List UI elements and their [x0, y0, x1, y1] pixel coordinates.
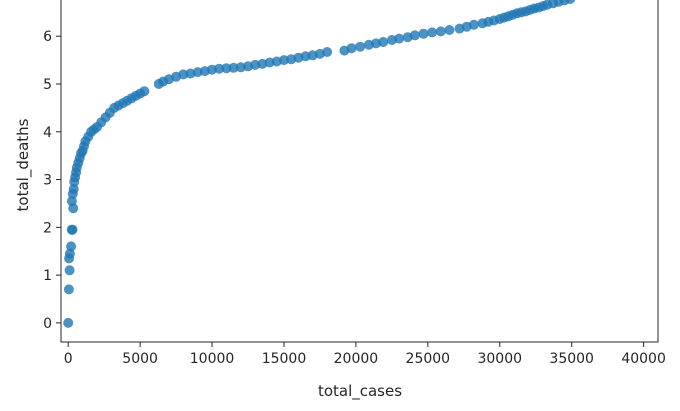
y-tick-label: 4 [43, 125, 52, 141]
data-point [214, 63, 225, 74]
data-point [409, 30, 420, 41]
y-tick-label: 0 [43, 316, 52, 332]
x-tick-label: 30000 [477, 351, 522, 367]
x-axis-label: total_cases [318, 382, 402, 401]
x-tick-label: 20000 [334, 351, 379, 367]
data-point [565, 0, 576, 4]
data-point [322, 47, 333, 57]
y-tick-label: 1 [43, 268, 52, 284]
x-tick-label: 25000 [406, 351, 451, 367]
data-point [66, 241, 77, 252]
data-point [228, 62, 239, 73]
y-tick-label: 5 [43, 77, 52, 93]
plot-frame [60, 0, 659, 343]
data-point [355, 41, 366, 52]
x-tick-label: 0 [64, 351, 73, 367]
x-tick-label: 5000 [122, 351, 158, 367]
scatter-points [63, 0, 576, 328]
data-point [418, 28, 429, 39]
data-point [68, 184, 79, 195]
x-tick-label: 35000 [549, 351, 594, 367]
data-point [394, 33, 405, 44]
data-point [378, 37, 389, 47]
y-tick-label: 6 [43, 29, 52, 45]
data-point [444, 25, 455, 35]
data-point [468, 19, 479, 30]
x-tick-label: 15000 [262, 351, 307, 367]
data-point [64, 265, 75, 276]
data-point [435, 26, 446, 37]
data-point [427, 27, 438, 38]
data-point [139, 86, 150, 97]
data-point [67, 224, 78, 235]
x-tick-label: 10000 [190, 351, 235, 367]
x-tick-label: 40000 [621, 351, 666, 367]
data-point [221, 63, 232, 74]
y-tick-label: 3 [43, 173, 52, 189]
y-axis-label: total_deaths [14, 118, 33, 211]
y-tick-label: 2 [43, 220, 52, 236]
data-point [63, 317, 74, 328]
data-point [346, 43, 357, 54]
data-point [63, 284, 74, 295]
axes: 0 5000 10000 15000 20000 25000 30000 35000 40000… [43, 0, 666, 367]
